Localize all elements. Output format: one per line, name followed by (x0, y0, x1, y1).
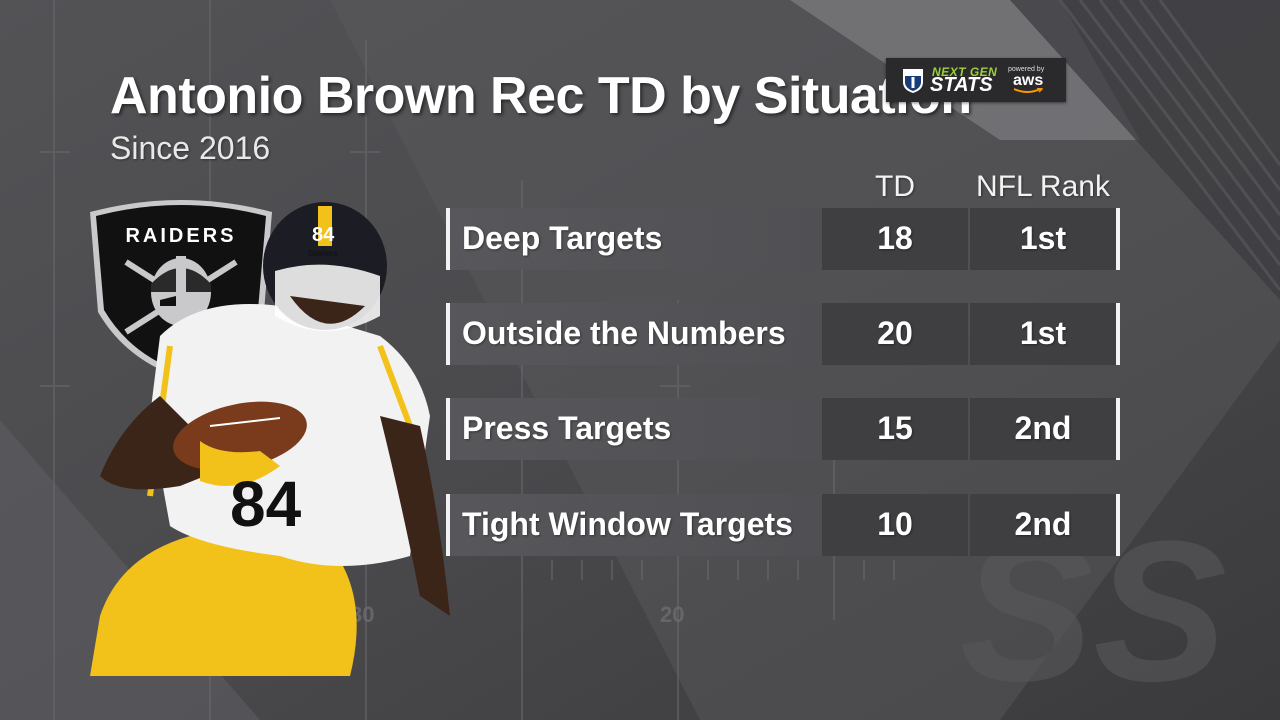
helmet-text: Steelers (308, 249, 337, 258)
row-label: Deep Targets (462, 220, 663, 256)
badge-next-gen: NEXT GEN (932, 65, 998, 79)
rank-value: 1st (1019, 220, 1067, 256)
table-row: Tight Window Targets 10 2nd (446, 494, 1120, 556)
td-value: 20 (877, 315, 913, 351)
player-cutout-image: 84 84 Steelers (90, 202, 450, 676)
rank-value: 2nd (1014, 410, 1072, 446)
yard-marker-20: 20 (660, 602, 684, 627)
table-row: Outside the Numbers 20 1st (446, 303, 1120, 365)
rank-value: 2nd (1014, 506, 1072, 542)
td-value: 10 (877, 506, 913, 542)
column-header-nfl-rank: NFL Rank (976, 170, 1110, 203)
chart-title: Antonio Brown Rec TD by Situation (110, 67, 972, 125)
row-label-cell: Deep Targets (446, 208, 822, 270)
jersey-number: 84 (230, 468, 302, 540)
badge-stats: STATS (930, 74, 993, 96)
row-label-cell: Press Targets (446, 398, 822, 460)
row-label-cell: Tight Window Targets (446, 494, 822, 556)
row-td-cell: 18 (822, 208, 968, 270)
row-rank-cell: 2nd (970, 398, 1120, 460)
row-rank-cell: 1st (970, 303, 1120, 365)
row-td-cell: 15 (822, 398, 968, 460)
td-value: 18 (877, 220, 913, 256)
chart-subtitle: Since 2016 (110, 130, 271, 166)
td-value: 15 (877, 410, 913, 446)
aws-logo-text: aws (1013, 72, 1044, 89)
rank-value: 1st (1019, 315, 1067, 351)
row-td-cell: 10 (822, 494, 968, 556)
table-row: Press Targets 15 2nd (446, 398, 1120, 460)
row-label: Press Targets (462, 410, 672, 446)
nfl-shield-icon (903, 69, 923, 93)
raiders-logo-text: RAIDERS (125, 225, 236, 247)
row-rank-cell: 2nd (970, 494, 1120, 556)
row-rank-cell: 1st (970, 208, 1120, 270)
row-td-cell: 20 (822, 303, 968, 365)
aws-smile-icon (1013, 88, 1043, 93)
row-label-cell: Outside the Numbers (446, 303, 822, 365)
row-label: Tight Window Targets (462, 506, 793, 542)
badge-powered-by: powered by (1008, 66, 1045, 73)
next-gen-stats-badge: NEXT GEN STATS powered by aws (886, 58, 1066, 102)
helmet-number: 84 (312, 224, 335, 246)
column-header-td: TD (875, 170, 915, 203)
row-label: Outside the Numbers (462, 315, 786, 351)
table-row: Deep Targets 18 1st (446, 208, 1120, 270)
